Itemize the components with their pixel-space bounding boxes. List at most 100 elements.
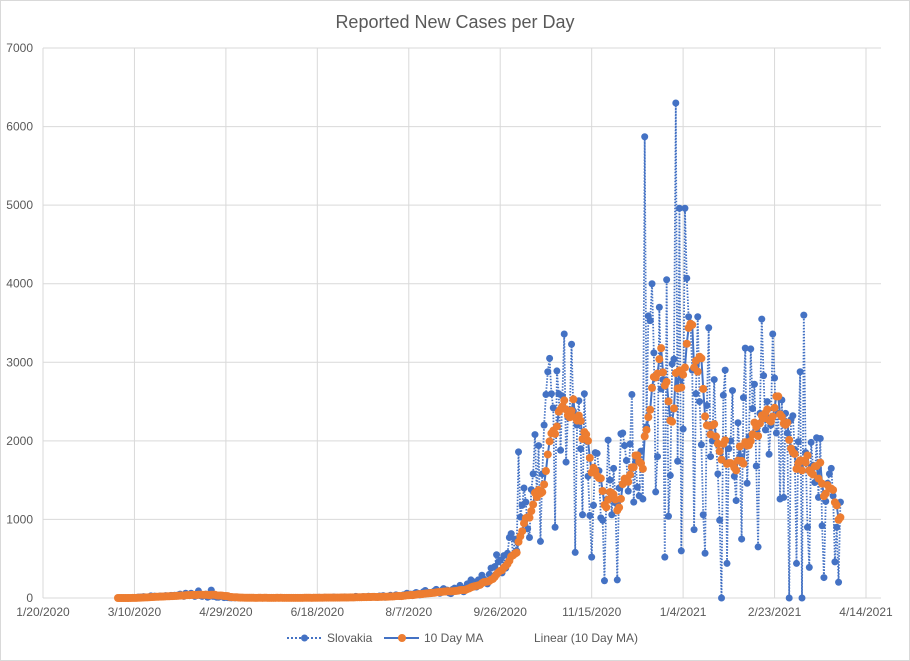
ma-point [680, 363, 689, 372]
ma-point [602, 503, 611, 512]
slovakia-point [771, 374, 779, 382]
slovakia-point [547, 390, 555, 398]
slovakia-point [772, 429, 780, 437]
slovakia-point [624, 487, 632, 495]
ma-point [567, 406, 576, 415]
slovakia-point [696, 398, 704, 406]
ma-point [712, 432, 721, 441]
ma-point [697, 354, 706, 363]
ma-point [688, 320, 697, 329]
y-tick-label: 4000 [6, 277, 33, 291]
slovakia-point [515, 448, 523, 456]
ma-point [669, 404, 678, 413]
y-tick-label: 6000 [6, 120, 33, 134]
ma-point [657, 344, 666, 353]
ma-point [598, 486, 607, 495]
slovakia-point [685, 313, 693, 321]
ma-point [582, 430, 591, 439]
x-axis: 1/20/2020 3/10/2020 4/29/2020 6/18/2020 8/7/… [16, 605, 893, 619]
ma-point [754, 431, 763, 440]
slovakia-point [741, 344, 749, 352]
slovakia-point [725, 445, 733, 453]
slovakia-point [633, 483, 641, 491]
slovakia-point [655, 303, 663, 311]
slovakia-point [562, 458, 570, 466]
legend-marker-10-day-ma [398, 634, 406, 642]
ma-point [664, 397, 673, 406]
slovakia-point [738, 535, 746, 543]
y-tick-label: 2000 [6, 434, 33, 448]
x-tick-label: 9/26/2020 [474, 605, 528, 619]
ma-point [768, 412, 777, 421]
slovakia-point [588, 553, 596, 561]
slovakia-point [803, 523, 811, 531]
slovakia-point [664, 512, 672, 520]
slovakia-point [646, 317, 654, 325]
slovakia-point [622, 457, 630, 464]
slovakia-point [749, 405, 757, 413]
slovakia-point [610, 464, 618, 472]
slovakia-point [557, 446, 565, 454]
slovakia-point [619, 429, 627, 437]
ma-point [832, 501, 841, 510]
slovakia-point [628, 391, 636, 398]
ma-point [655, 355, 664, 364]
slovakia-point [579, 511, 587, 519]
series-10-day-ma [113, 319, 845, 602]
ma-point [569, 395, 578, 404]
ma-point [808, 470, 817, 479]
ma-point [584, 436, 593, 445]
slovakia-point [600, 577, 608, 585]
slovakia-point [699, 511, 707, 519]
slovakia-point [546, 354, 554, 362]
x-tick-label: 1/4/2021 [660, 605, 707, 619]
ma-point [648, 383, 657, 392]
slovakia-point [535, 442, 543, 450]
ma-point [682, 339, 691, 348]
slovakia-point [491, 563, 499, 571]
ma-point [525, 513, 534, 522]
legend-label-slovakia: Slovakia [327, 631, 373, 645]
slovakia-point [507, 530, 515, 538]
slovakia-point [820, 574, 828, 582]
slovakia-point [690, 526, 698, 534]
ma-point [540, 480, 549, 489]
ma-point [710, 420, 719, 429]
slovakia-point [743, 479, 751, 487]
ma-point [644, 413, 653, 422]
slovakia-point [666, 471, 674, 479]
slovakia-point [560, 330, 568, 338]
y-tick-label: 1000 [6, 512, 33, 526]
slovakia-point [677, 547, 685, 555]
ma-point [816, 458, 825, 467]
slovakia-point [831, 558, 839, 566]
ma-point [538, 488, 547, 497]
ma-point [836, 513, 845, 522]
ma-point [721, 436, 730, 445]
slovakia-point [716, 516, 724, 524]
slovakia-point [542, 391, 550, 398]
slovakia-point [568, 340, 576, 348]
slovakia-point [761, 426, 769, 434]
slovakia-point [522, 498, 530, 506]
ma-point [658, 368, 667, 377]
x-tick-label: 1/20/2020 [16, 605, 70, 619]
slovakia-point [650, 349, 658, 357]
slovakia-point [793, 559, 801, 567]
slovakia-point [654, 453, 662, 461]
slovakia-point [714, 470, 722, 478]
slovakia-point [723, 559, 731, 567]
slovakia-point [683, 274, 691, 282]
slovakia-point [540, 421, 548, 429]
y-tick-label: 7000 [6, 41, 33, 55]
y-axis: 0 1000 2000 3000 4000 5000 6000 7000 [6, 41, 33, 605]
ma-point [790, 449, 799, 458]
slovakia-point [608, 511, 616, 519]
slovakia-point [769, 330, 777, 338]
slovakia-point [586, 512, 594, 519]
ma-point [552, 422, 561, 431]
ma-point [626, 470, 635, 479]
slovakia-point [752, 462, 760, 470]
ma-point [662, 377, 671, 386]
ma-point [770, 403, 779, 412]
